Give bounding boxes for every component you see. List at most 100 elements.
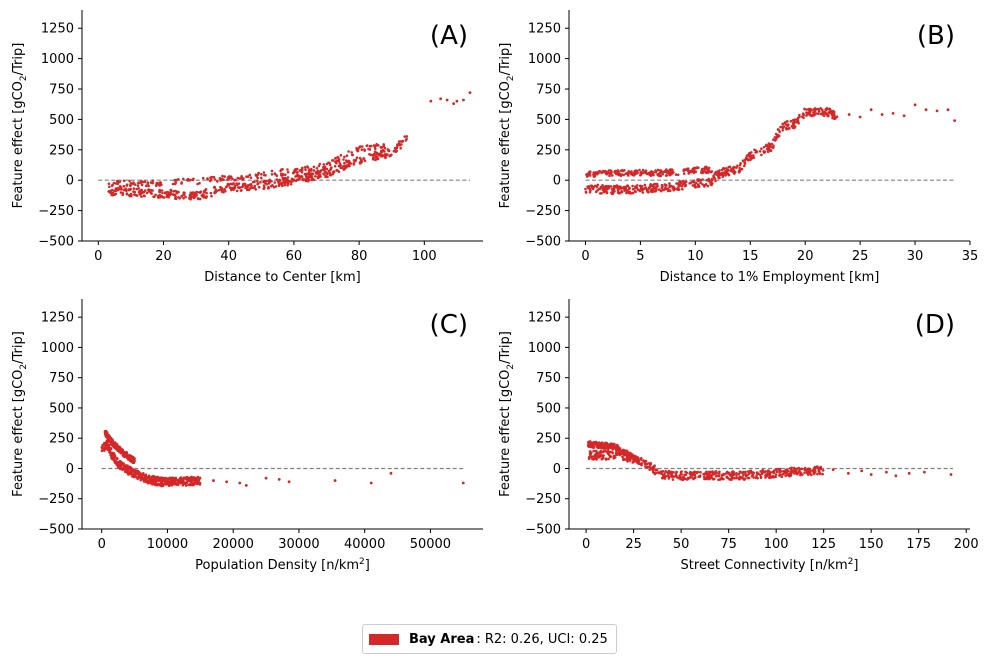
scatter-point <box>611 174 614 177</box>
scatter-point <box>587 456 591 459</box>
scatter-point <box>212 186 216 189</box>
scatter-point <box>644 171 648 175</box>
scatter-point <box>665 187 668 191</box>
scatter-point <box>622 173 625 177</box>
scatter-point <box>825 113 829 116</box>
scatter-point <box>737 171 741 174</box>
scatter-point <box>684 470 687 474</box>
scatter-point <box>730 477 733 480</box>
scatter-point <box>681 180 684 183</box>
scatter-point <box>654 468 657 472</box>
scatter-point <box>631 191 635 195</box>
scatter-point <box>115 447 119 451</box>
scatter-point <box>224 190 227 193</box>
scatter-point <box>668 173 672 177</box>
scatter-point <box>869 108 873 112</box>
scatter-point <box>742 470 745 474</box>
scatter-point <box>813 109 817 113</box>
scatter-point <box>318 162 322 166</box>
scatter-point <box>742 474 745 477</box>
scatter-point <box>728 165 732 169</box>
scatter-point <box>327 169 331 173</box>
scatter-point <box>935 109 939 113</box>
scatter-point <box>132 182 135 185</box>
scatter-point <box>105 440 109 444</box>
scatter-point <box>792 123 795 127</box>
scatter-point <box>233 184 237 188</box>
scatter-point <box>775 468 778 471</box>
scatter-point <box>703 169 706 173</box>
scatter-point <box>129 187 132 191</box>
scatter-point <box>383 153 387 157</box>
scatter-point <box>832 110 836 114</box>
scatter-point <box>150 477 154 480</box>
scatter-point <box>647 171 651 175</box>
scatter-point <box>711 477 715 481</box>
scatter-point <box>707 477 710 481</box>
scatter-point <box>665 174 668 177</box>
scatter-point <box>131 475 134 478</box>
scatter-point <box>821 472 824 476</box>
scatter-point <box>642 187 646 190</box>
scatter-point <box>788 467 792 470</box>
scatter-point <box>135 476 139 479</box>
scatter-point <box>747 476 751 480</box>
scatter-point <box>746 157 749 161</box>
scatter-point <box>311 176 314 180</box>
scatter-point <box>192 191 195 194</box>
x-tick-label: 0 <box>98 537 106 552</box>
scatter-point <box>404 139 408 142</box>
x-axis-label-sup: 2 <box>359 557 365 567</box>
scatter-point <box>256 176 260 180</box>
scatter-point <box>806 470 809 474</box>
scatter-point <box>251 180 255 184</box>
scatter-point <box>121 462 124 466</box>
x-axis-label: Population Density [n/km2] <box>195 557 370 573</box>
scatter-point <box>720 476 723 479</box>
scatter-point <box>316 169 320 173</box>
scatter-point <box>128 472 132 476</box>
scatter-point <box>705 470 708 474</box>
panel-label: (D) <box>915 310 955 340</box>
scatter-point <box>337 158 341 161</box>
scatter-point <box>265 179 268 183</box>
scatter-point <box>309 172 313 175</box>
y-tick-label: 0 <box>66 174 74 189</box>
scatter-point <box>696 185 700 188</box>
scatter-point <box>759 476 763 480</box>
scatter-point <box>162 476 166 480</box>
scatter-point <box>796 467 799 471</box>
scatter-point <box>106 448 110 451</box>
scatter-point <box>768 473 772 477</box>
y-tick-label: 0 <box>553 174 561 189</box>
scatter-point <box>281 181 285 185</box>
scatter-point <box>380 146 383 149</box>
scatter-point <box>600 446 604 450</box>
scatter-point <box>902 114 906 118</box>
scatter-point <box>137 187 140 190</box>
scatter-point <box>110 455 114 459</box>
y-axis-label-sub: 2 <box>506 364 516 370</box>
scatter-point <box>468 91 472 95</box>
scatter-point <box>287 480 291 484</box>
scatter-point <box>225 480 229 484</box>
scatter-point <box>399 146 403 150</box>
scatter-point <box>268 178 272 182</box>
x-tick-label: 20 <box>155 249 172 264</box>
y-tick-label: 250 <box>49 432 74 447</box>
x-tick-label: 200 <box>954 537 979 552</box>
scatter-point <box>198 477 201 481</box>
scatter-point <box>686 167 690 170</box>
scatter-point <box>305 172 308 176</box>
x-axis-label: Distance to Center [km] <box>204 270 360 285</box>
scatter-point <box>676 186 680 190</box>
scatter-point <box>595 452 599 455</box>
y-tick-label: −250 <box>38 492 74 507</box>
scatter-point <box>601 184 604 187</box>
scatter-point <box>655 185 658 188</box>
scatter-point <box>388 154 392 158</box>
panel-0: −500 −250 0 250 500 750 1000 1250 0 20 40 60 80 100 Di… <box>11 10 483 285</box>
scatter-point <box>607 457 610 461</box>
scatter-point <box>161 195 165 199</box>
scatter-point <box>112 442 116 446</box>
